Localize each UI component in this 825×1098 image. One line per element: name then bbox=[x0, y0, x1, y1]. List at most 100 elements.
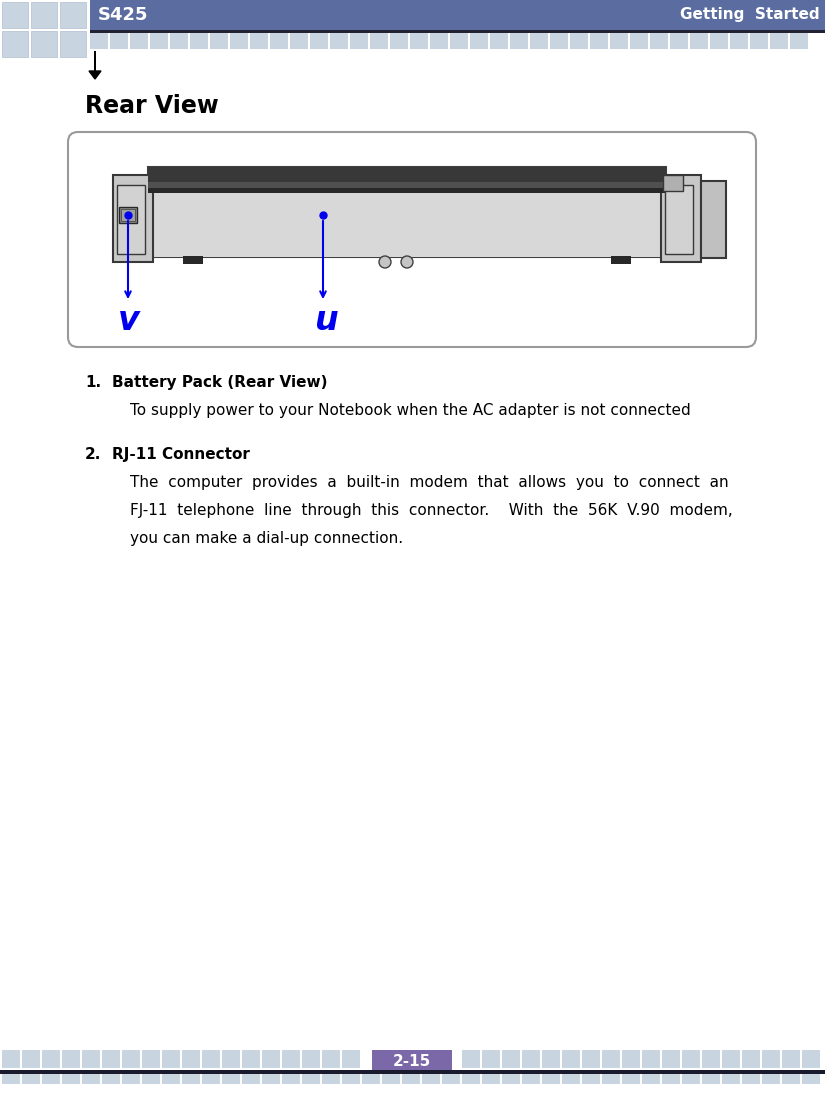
Bar bbox=[222, 1050, 240, 1068]
Bar bbox=[148, 167, 666, 182]
Bar bbox=[702, 1074, 720, 1084]
Bar bbox=[611, 256, 631, 264]
Bar bbox=[701, 181, 726, 258]
Bar bbox=[282, 1074, 300, 1084]
Bar bbox=[122, 1074, 140, 1084]
Bar bbox=[202, 1074, 220, 1084]
Text: Battery Pack (Rear View): Battery Pack (Rear View) bbox=[112, 376, 328, 390]
Circle shape bbox=[379, 256, 391, 268]
Bar bbox=[602, 1074, 620, 1084]
Bar bbox=[642, 1050, 660, 1068]
Bar bbox=[110, 33, 128, 49]
Bar bbox=[117, 184, 145, 254]
Bar bbox=[722, 1074, 740, 1084]
Bar bbox=[542, 1050, 560, 1068]
Bar bbox=[670, 33, 688, 49]
Bar bbox=[342, 1074, 360, 1084]
Bar bbox=[630, 33, 648, 49]
Bar bbox=[622, 1074, 640, 1084]
Bar bbox=[550, 33, 568, 49]
Bar bbox=[210, 33, 228, 49]
Bar bbox=[682, 1050, 700, 1068]
Bar bbox=[262, 1074, 280, 1084]
Bar bbox=[90, 0, 825, 30]
Bar bbox=[142, 1074, 160, 1084]
Bar bbox=[410, 33, 428, 49]
Bar bbox=[610, 33, 628, 49]
Bar bbox=[710, 33, 728, 49]
Bar bbox=[310, 33, 328, 49]
Bar bbox=[390, 33, 408, 49]
Bar bbox=[31, 2, 57, 29]
Circle shape bbox=[401, 256, 413, 268]
Bar bbox=[182, 1050, 200, 1068]
Bar bbox=[94, 51, 96, 71]
Text: Getting  Started: Getting Started bbox=[681, 8, 820, 22]
Bar bbox=[370, 33, 388, 49]
Bar bbox=[222, 1074, 240, 1084]
FancyBboxPatch shape bbox=[68, 132, 756, 347]
Bar bbox=[502, 1074, 520, 1084]
Bar bbox=[250, 33, 268, 49]
Bar bbox=[60, 2, 86, 29]
Bar bbox=[562, 1050, 580, 1068]
Bar bbox=[582, 1074, 600, 1084]
Bar bbox=[662, 1050, 680, 1068]
Bar bbox=[722, 1050, 740, 1068]
Bar bbox=[650, 33, 668, 49]
Bar bbox=[82, 1074, 100, 1084]
Bar bbox=[121, 209, 135, 221]
Bar bbox=[442, 1074, 460, 1084]
Bar bbox=[130, 33, 148, 49]
Bar bbox=[148, 188, 666, 193]
Bar bbox=[582, 1050, 600, 1068]
Bar bbox=[750, 33, 768, 49]
Bar bbox=[2, 1050, 20, 1068]
Bar bbox=[590, 33, 608, 49]
Bar bbox=[42, 1074, 60, 1084]
Bar bbox=[290, 33, 308, 49]
Bar bbox=[782, 1074, 800, 1084]
Bar bbox=[762, 1050, 780, 1068]
Bar bbox=[730, 33, 748, 49]
Bar bbox=[82, 1050, 100, 1068]
Bar bbox=[702, 1050, 720, 1068]
Bar bbox=[802, 1050, 820, 1068]
Text: 2.: 2. bbox=[85, 447, 101, 462]
Bar bbox=[148, 182, 666, 188]
Bar bbox=[782, 1050, 800, 1068]
Text: you can make a dial-up connection.: you can make a dial-up connection. bbox=[130, 531, 403, 546]
Bar bbox=[31, 31, 57, 57]
Text: RJ-11 Connector: RJ-11 Connector bbox=[112, 447, 250, 462]
Bar bbox=[542, 1074, 560, 1084]
Bar bbox=[242, 1074, 260, 1084]
Bar bbox=[430, 33, 448, 49]
Bar bbox=[690, 33, 708, 49]
Bar bbox=[148, 193, 666, 257]
Bar bbox=[2, 31, 28, 57]
Bar bbox=[113, 175, 153, 262]
Text: Rear View: Rear View bbox=[85, 94, 219, 117]
Bar bbox=[62, 1050, 80, 1068]
Bar bbox=[462, 1050, 480, 1068]
Bar bbox=[622, 1050, 640, 1068]
Bar bbox=[790, 33, 808, 49]
Bar bbox=[183, 256, 203, 264]
Bar bbox=[562, 1074, 580, 1084]
Bar bbox=[372, 1050, 452, 1072]
Bar bbox=[482, 1050, 500, 1068]
Bar bbox=[661, 175, 701, 262]
Bar bbox=[162, 1050, 180, 1068]
Polygon shape bbox=[89, 71, 101, 79]
Bar bbox=[182, 1074, 200, 1084]
Bar bbox=[150, 33, 168, 49]
Bar bbox=[302, 1074, 320, 1084]
Text: To supply power to your Notebook when the AC adapter is not connected: To supply power to your Notebook when th… bbox=[130, 403, 691, 418]
Bar bbox=[102, 1074, 120, 1084]
Bar bbox=[202, 1050, 220, 1068]
Bar bbox=[682, 1074, 700, 1084]
Bar bbox=[330, 33, 348, 49]
Bar bbox=[60, 31, 86, 57]
Bar bbox=[362, 1074, 380, 1084]
Bar bbox=[302, 1050, 320, 1068]
